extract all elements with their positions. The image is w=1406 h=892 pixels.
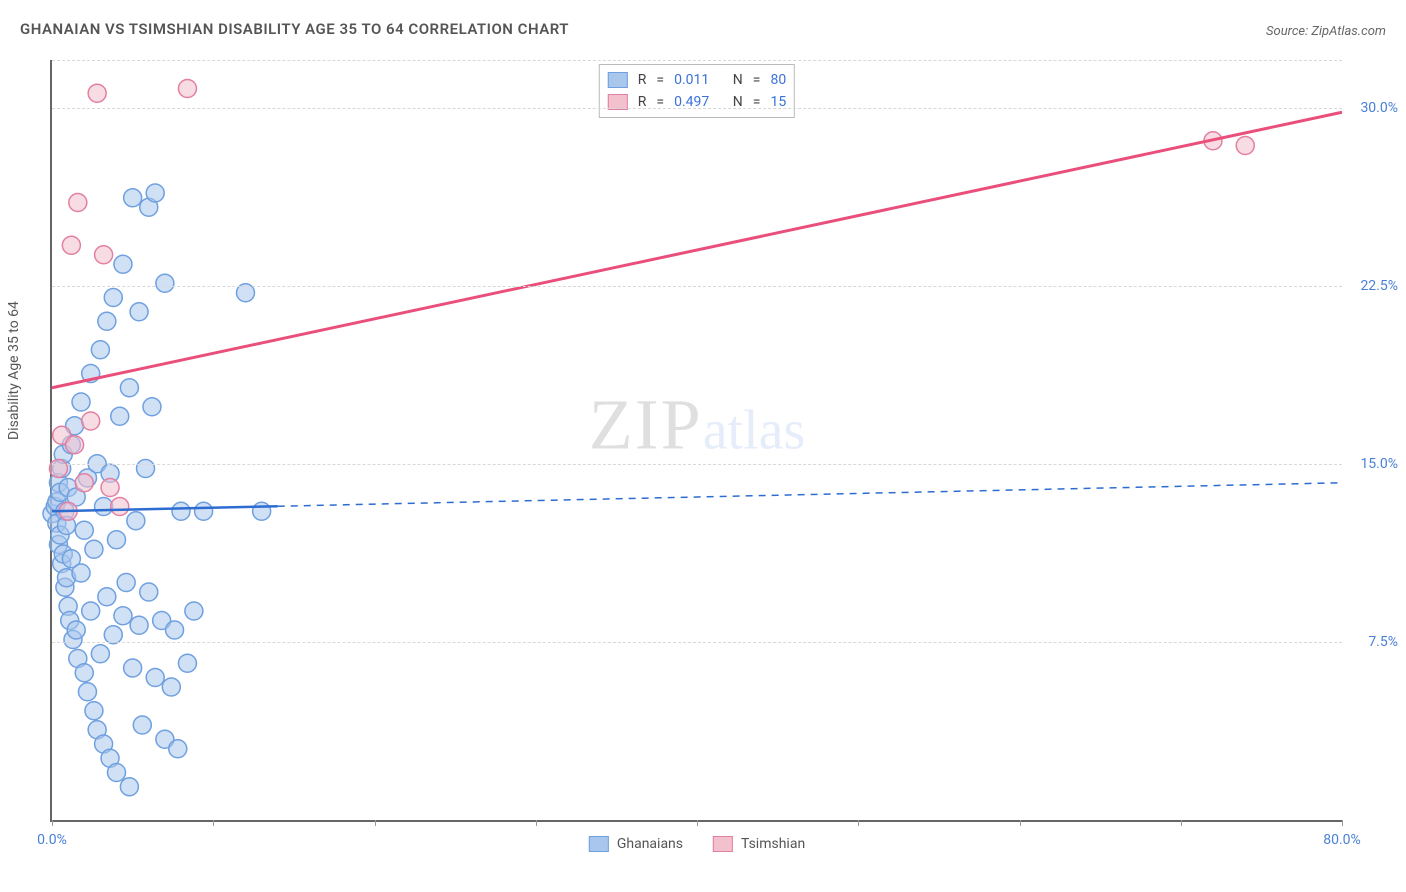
xtick: [213, 820, 214, 826]
xtick: [1020, 820, 1021, 826]
legend-label-0: Ghanaians: [617, 836, 683, 852]
ytick-label: 30.0%: [1360, 100, 1398, 116]
stat-N-0: 80: [770, 72, 786, 88]
stat-R-0: 0.011: [674, 72, 709, 88]
xtick: [858, 820, 859, 826]
xtick: [1181, 820, 1182, 826]
gridline: [52, 642, 1342, 643]
legend-item-tsimshian: Tsimshian: [713, 836, 805, 852]
xtick: [536, 820, 537, 826]
legend-label-1: Tsimshian: [741, 836, 805, 852]
xtick-label: 0.0%: [37, 832, 67, 848]
chart-svg: [52, 60, 1342, 820]
plot-area: ZIPatlas R = 0.011 N = 80 R = 0.497 N = …: [50, 60, 1342, 822]
legend-swatch-ghanaians: [589, 836, 609, 852]
xtick: [697, 820, 698, 826]
ytick-label: 15.0%: [1360, 456, 1398, 472]
stat-R-label: R: [638, 72, 647, 88]
swatch-ghanaians: [608, 72, 628, 88]
xtick: [52, 820, 53, 826]
gridline: [52, 108, 1342, 109]
source-label: Source: ZipAtlas.com: [1266, 24, 1386, 39]
stat-row-0: R = 0.011 N = 80: [608, 69, 786, 91]
gridline: [52, 464, 1342, 465]
ytick-label: 22.5%: [1360, 278, 1398, 294]
y-axis-label: Disability Age 35 to 64: [6, 301, 22, 440]
stat-eq: =: [656, 72, 664, 88]
legend-item-ghanaians: Ghanaians: [589, 836, 683, 852]
stat-N-label: N: [733, 72, 743, 88]
legend-swatch-tsimshian: [713, 836, 733, 852]
xtick: [375, 820, 376, 826]
series-legend: Ghanaians Tsimshian: [589, 836, 805, 852]
xtick-label: 80.0%: [1323, 832, 1361, 848]
chart-title: GHANAIAN VS TSIMSHIAN DISABILITY AGE 35 …: [20, 20, 569, 38]
ytick-label: 7.5%: [1368, 634, 1398, 650]
gridline: [52, 286, 1342, 287]
xtick: [1342, 820, 1343, 826]
stat-legend: R = 0.011 N = 80 R = 0.497 N = 15: [599, 64, 795, 118]
stat-eq2: =: [753, 72, 761, 88]
stat-row-1: R = 0.497 N = 15: [608, 91, 786, 113]
gridline: [52, 60, 1342, 61]
